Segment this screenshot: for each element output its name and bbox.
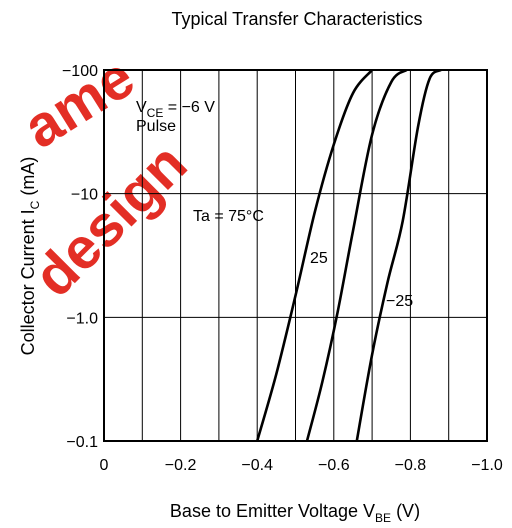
x-tick-label: −0.6 [318, 457, 350, 474]
watermark-line-1: ame [12, 44, 145, 161]
y-axis-label: Collector Current IC (mA) [18, 157, 42, 356]
series-label-25: 25 [310, 250, 328, 267]
y-tick-label: −10 [71, 187, 98, 204]
y-tick-label: −100 [62, 63, 98, 80]
y-tick-label: −1.0 [66, 310, 98, 327]
series-curve-1 [305, 68, 408, 442]
data-series [255, 68, 442, 442]
series-label-75c: Ta = 75°C [193, 208, 264, 225]
series-curve-0 [255, 69, 374, 442]
x-tick-label: 0 [100, 457, 109, 474]
chart-title: Typical Transfer Characteristics [171, 9, 422, 29]
y-tick-label: −0.1 [66, 434, 98, 451]
x-axis-label: Base to Emitter Voltage VBE (V) [170, 501, 420, 525]
x-tick-label: −0.2 [165, 457, 197, 474]
series-label-minus25: −25 [386, 293, 413, 310]
series-curve-2 [355, 68, 442, 442]
grid [104, 70, 487, 441]
y-tick-labels: −0.1 −1.0 −10 −100 [62, 63, 98, 451]
plot-frame [103, 69, 488, 442]
condition-pulse-label: Pulse [136, 118, 176, 135]
x-tick-label: −0.4 [241, 457, 273, 474]
watermark: ame design [12, 44, 199, 309]
x-tick-label: −1.0 [471, 457, 503, 474]
x-tick-labels: 0 −0.2 −0.4 −0.6 −0.8 −1.0 [100, 457, 503, 474]
condition-vce-label: VCE = −6 V [136, 99, 215, 120]
x-tick-label: −0.8 [395, 457, 427, 474]
